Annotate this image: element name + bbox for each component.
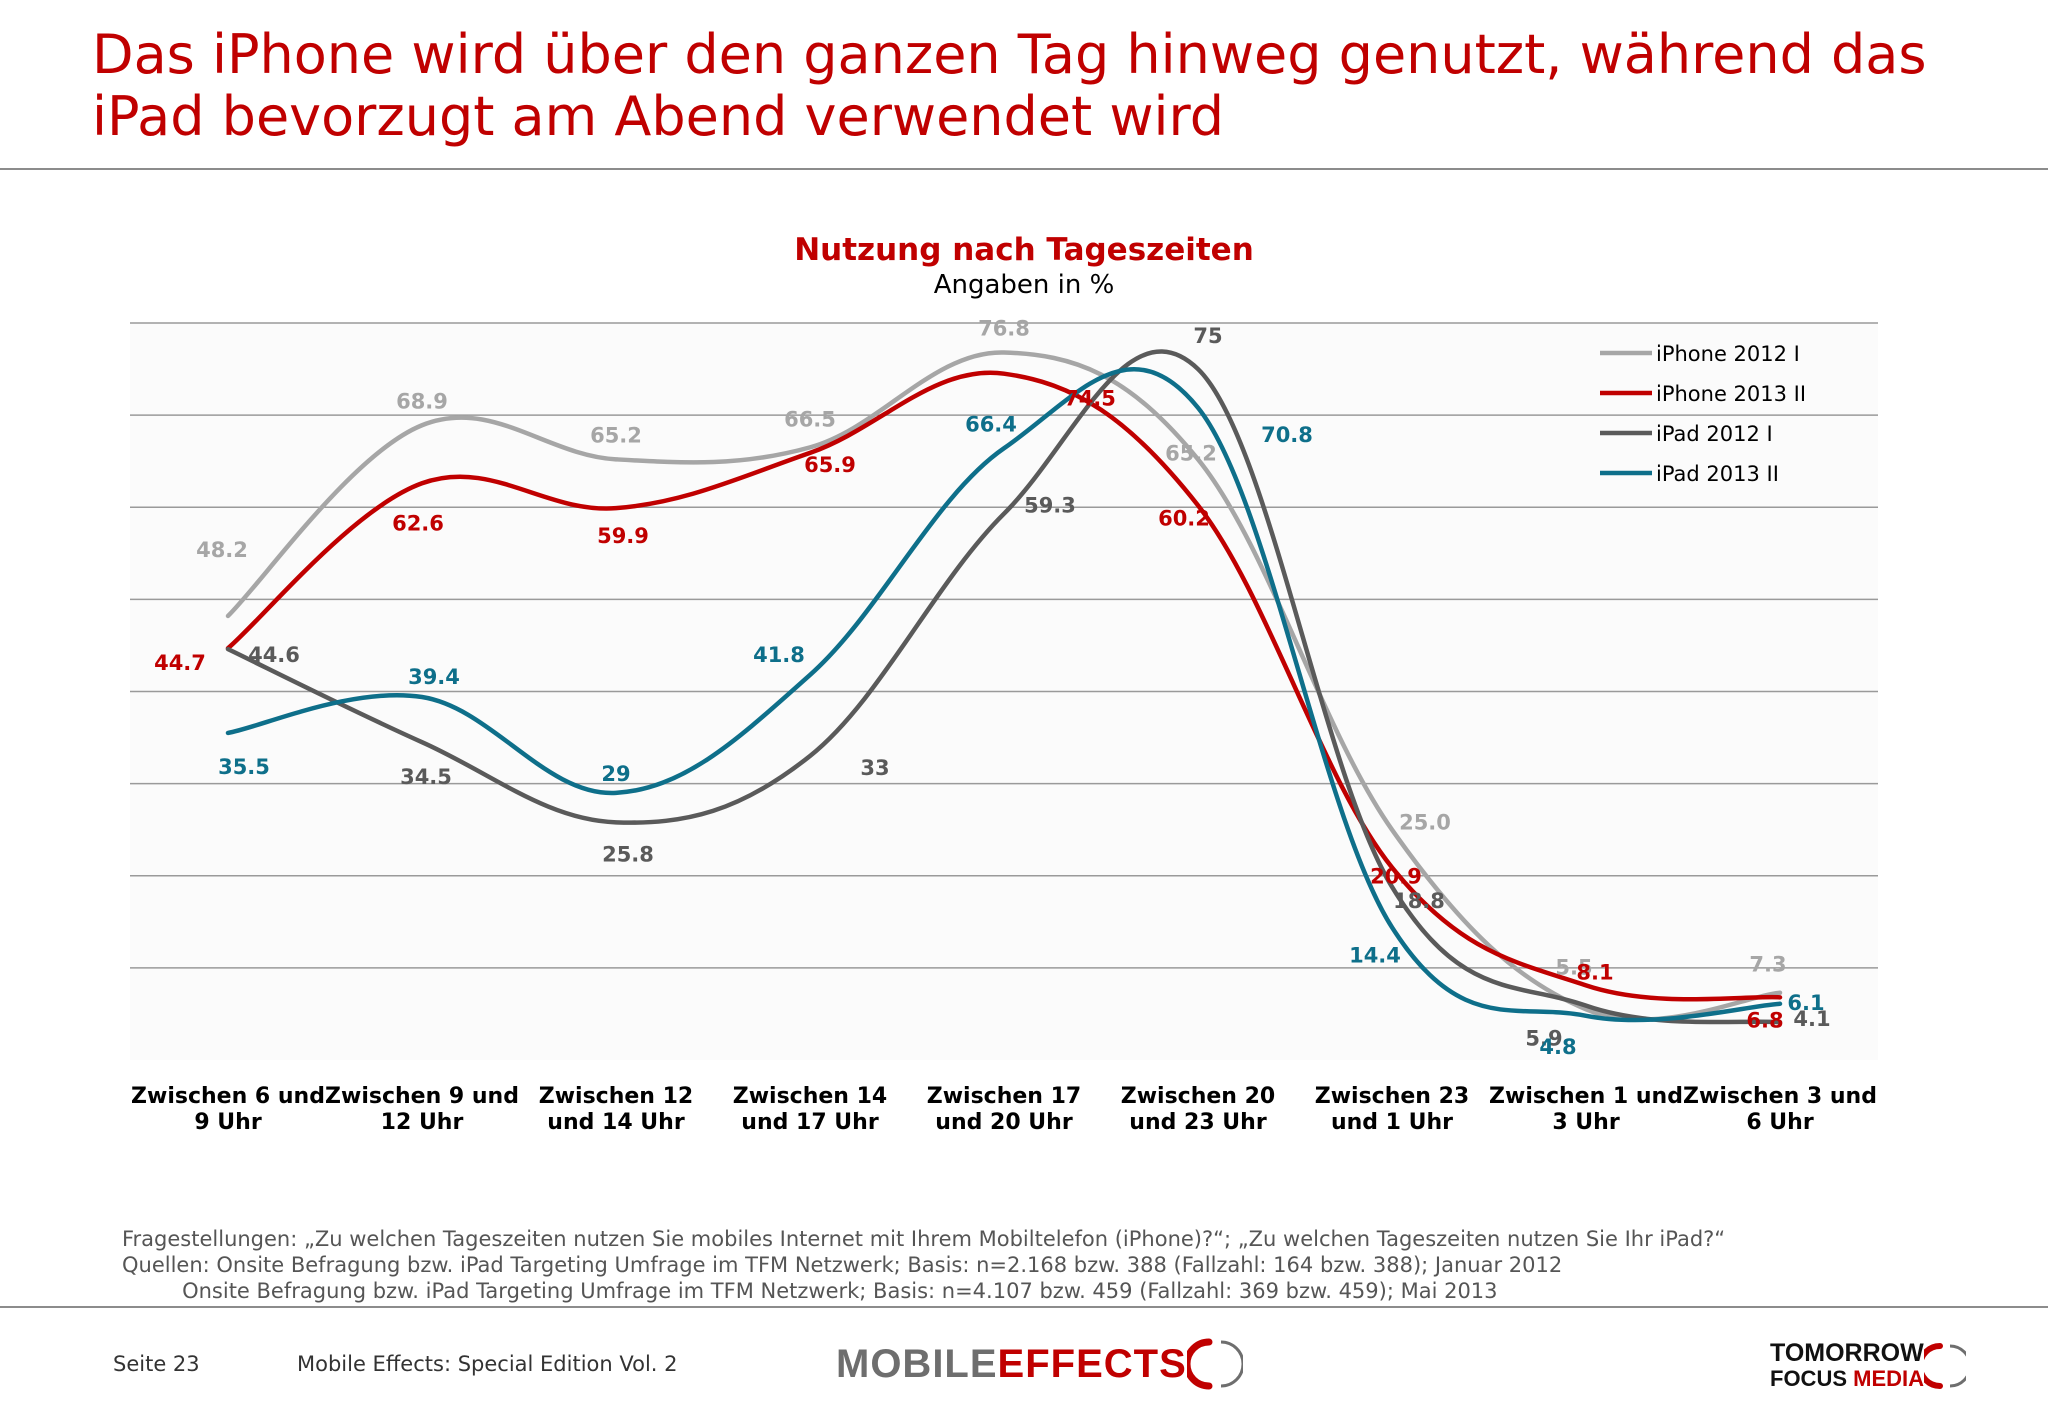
series-line-4 — [225, 367, 1783, 1023]
data-label-s2-c2: 62.6 — [392, 511, 444, 535]
x-tick-label-7: Zwischen 23 und 1 Uhr — [1315, 1084, 1469, 1135]
data-label-s3-c8: 5.9 — [1525, 1027, 1562, 1051]
data-label-s3-c6: 75 — [1193, 324, 1222, 348]
page-number: Seite 23 — [113, 1352, 200, 1376]
headline-line-1: Das iPhone wird über den ganzen Tag hinw… — [92, 23, 1927, 86]
legend-label-1: iPhone 2012 I — [1656, 342, 1800, 366]
data-label-s4-c8: 4.8 — [1539, 1035, 1576, 1059]
x-tick-label-9: Zwischen 3 und 6 Uhr — [1683, 1084, 1877, 1135]
data-label-s2-c6: 60.2 — [1158, 506, 1210, 530]
data-label-s2-c5: 74.5 — [1064, 387, 1116, 411]
data-label-s1-c2: 68.9 — [396, 389, 448, 413]
chart-title: Nutzung nach Tageszeiten — [794, 232, 1254, 268]
data-label-s4-c6: 70.8 — [1261, 423, 1313, 447]
logo-tfm-media: MEDIA — [1853, 1366, 1925, 1391]
legend-label-2: iPhone 2013 II — [1656, 382, 1806, 406]
x-tick-label-3: Zwischen 12 und 14 Uhr — [539, 1084, 693, 1135]
data-label-s4-c3: 29 — [601, 762, 630, 786]
publication-title: Mobile Effects: Special Edition Vol. 2 — [297, 1352, 678, 1376]
data-label-s4-c1: 35.5 — [218, 755, 270, 779]
data-label-s4-c4: 41.8 — [753, 643, 805, 667]
data-label-s2-c9: 6.8 — [1746, 1008, 1783, 1032]
headline-line-2: iPad bevorzugt am Abend verwendet wird — [92, 85, 1225, 148]
data-label-s1-c4: 66.5 — [784, 407, 836, 431]
logo-tfm-tomorrow: TOMORROW — [1770, 1339, 1924, 1367]
data-label-s3-c5: 59.3 — [1024, 494, 1076, 518]
x-tick-label-6: Zwischen 20 und 23 Uhr — [1121, 1084, 1275, 1135]
logo-tfm-focus: FOCUS — [1770, 1366, 1847, 1391]
data-label-s4-c5: 66.4 — [965, 412, 1017, 436]
bottom-divider — [0, 1306, 2048, 1308]
data-label-s3-c2: 34.5 — [400, 765, 452, 789]
chart-data-labels: 48.2 68.9 65.2 66.5 76.8 65.2 25.0 5.5 7.3 44.7 62… — [154, 316, 1831, 1058]
data-label-s4-c7: 14.4 — [1349, 943, 1401, 967]
survey-notes: Fragestellungen: „Zu welchen Tageszeiten… — [122, 1226, 1725, 1304]
series-line-2 — [225, 370, 1783, 1002]
note-source-2012: Quellen: Onsite Befragung bzw. iPad Targ… — [122, 1253, 1563, 1277]
x-tick-label-8: Zwischen 1 und 3 Uhr — [1489, 1084, 1683, 1135]
logo-word-mobile: MOBILE — [836, 1341, 998, 1386]
data-label-s2-c4: 65.9 — [804, 453, 856, 477]
note-source-2013: Onsite Befragung bzw. iPad Targeting Umf… — [122, 1279, 1498, 1303]
x-tick-label-5: Zwischen 17 und 20 Uhr — [927, 1084, 1081, 1135]
data-label-s2-c3: 59.9 — [597, 524, 649, 548]
series-line-3 — [225, 349, 1783, 1025]
note-questions: Fragestellungen: „Zu welchen Tageszeiten… — [122, 1227, 1726, 1251]
data-label-s1-c1: 48.2 — [196, 538, 248, 562]
logo-tfm-bracket-icon — [1924, 1343, 1967, 1389]
data-label-s2-c8: 8.1 — [1576, 960, 1613, 984]
data-label-s3-c9: 4.1 — [1793, 1007, 1830, 1031]
data-label-s1-c5: 76.8 — [978, 316, 1030, 340]
mobile-effects-logo: MOBILE EFFECTS — [836, 1336, 1243, 1392]
x-tick-label-1: Zwischen 6 und 9 Uhr — [131, 1084, 325, 1135]
data-label-s3-c7: 18.8 — [1393, 889, 1445, 913]
data-label-s3-c1: 44.6 — [248, 643, 300, 667]
data-label-s1-c8: 5.5 — [1555, 955, 1592, 979]
data-label-s3-c4: 33 — [860, 756, 889, 780]
tomorrow-focus-media-logo: TOMORROW FOCUS MEDIA — [1770, 1339, 1967, 1392]
chart-subtitle: Angaben in % — [934, 270, 1115, 300]
chart-legend: iPhone 2012 I iPhone 2013 II iPad 2012 I iP… — [1600, 342, 1806, 486]
data-label-s3-c3: 25.8 — [602, 842, 654, 866]
data-label-s1-c7: 25.0 — [1399, 811, 1451, 835]
data-label-s1-c3: 65.2 — [590, 423, 642, 447]
data-label-s1-c9: 7.3 — [1749, 953, 1786, 977]
legend-label-3: iPad 2012 I — [1656, 422, 1773, 446]
data-label-s2-c7: 20.9 — [1370, 864, 1422, 888]
top-divider — [0, 168, 2048, 170]
x-tick-label-4: Zwischen 14 und 17 Uhr — [733, 1084, 887, 1135]
logo-word-effects: EFFECTS — [997, 1341, 1187, 1386]
logo-bracket-icon — [1186, 1338, 1243, 1390]
data-label-s1-c6: 65.2 — [1165, 441, 1217, 465]
page-headline: Das iPhone wird über den ganzen Tag hinw… — [92, 24, 1992, 148]
x-tick-label-2: Zwischen 9 und 12 Uhr — [325, 1084, 519, 1135]
legend-label-4: iPad 2013 II — [1656, 462, 1779, 486]
data-label-s2-c1: 44.7 — [154, 651, 206, 675]
series-line-1 — [225, 350, 1783, 1022]
chart-gridlines — [130, 322, 1878, 969]
chart-series-lines — [225, 349, 1783, 1025]
data-label-s4-c9: 6.1 — [1787, 991, 1824, 1015]
data-label-s4-c2: 39.4 — [408, 665, 460, 689]
